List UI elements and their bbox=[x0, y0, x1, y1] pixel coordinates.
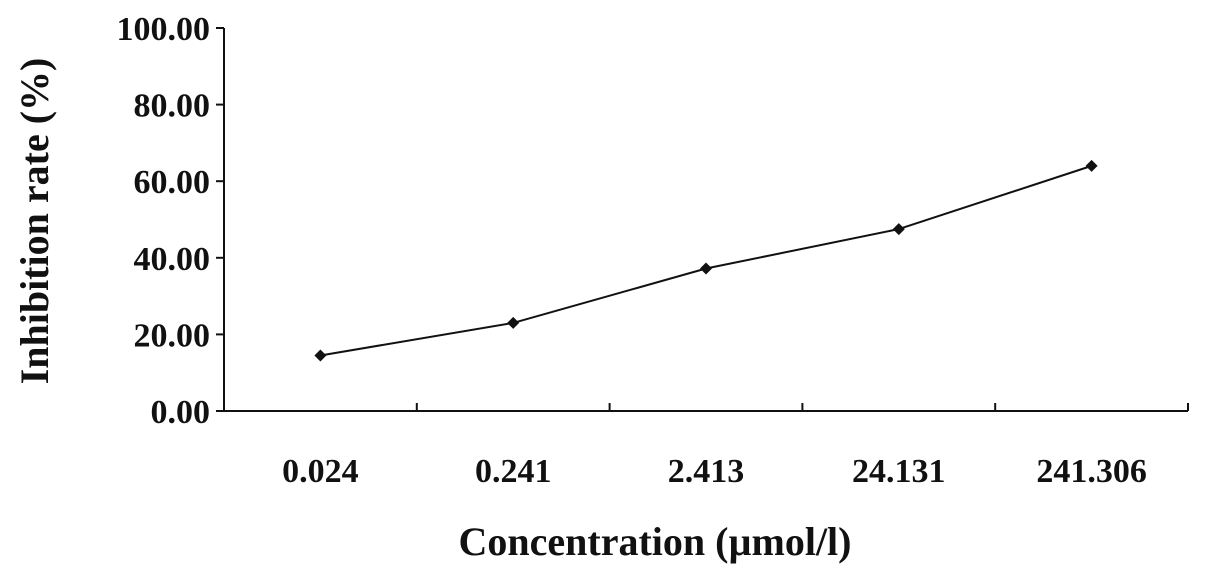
y-tick-label: 0.00 bbox=[151, 394, 211, 431]
x-axis-title: Concentration (µmol/l) bbox=[459, 519, 852, 564]
y-tick-label: 40.00 bbox=[134, 241, 211, 278]
series-line bbox=[320, 164, 1092, 357]
x-tick-label: 24.131 bbox=[852, 453, 946, 490]
y-ticks: 0.00 20.00 40.00 60.00 80.00 100.00 bbox=[117, 11, 224, 431]
data-point bbox=[1085, 159, 1098, 172]
x-tick-label: 0.241 bbox=[475, 453, 552, 490]
axes bbox=[223, 28, 1188, 412]
data-point bbox=[507, 316, 520, 329]
y-tick-label: 60.00 bbox=[134, 164, 211, 201]
y-tick-label: 100.00 bbox=[117, 11, 211, 48]
y-axis-title: Inhibition rate (%) bbox=[12, 58, 57, 385]
data-point bbox=[892, 223, 905, 236]
x-tick-label: 0.024 bbox=[282, 453, 359, 490]
x-tick-label: 241.306 bbox=[1036, 453, 1147, 490]
data-point bbox=[314, 349, 327, 362]
x-tick-label: 2.413 bbox=[668, 453, 745, 490]
y-tick-label: 20.00 bbox=[134, 317, 211, 354]
y-tick-label: 80.00 bbox=[134, 88, 211, 125]
series bbox=[314, 159, 1098, 362]
data-point bbox=[700, 262, 712, 275]
x-ticks: 0.024 0.241 2.413 24.131 241.306 bbox=[282, 403, 1189, 490]
